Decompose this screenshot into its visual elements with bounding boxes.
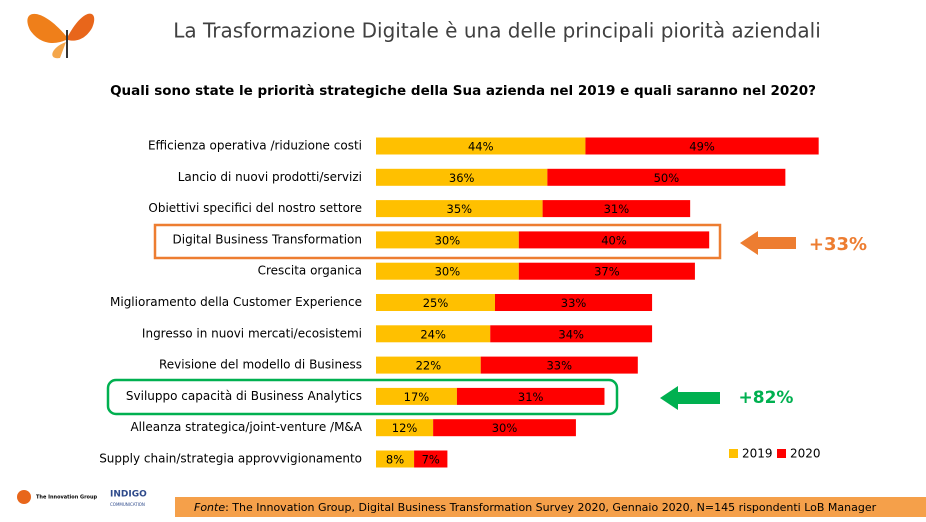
bar-segment: [414, 450, 448, 468]
bar-segment: [376, 168, 548, 186]
bar-segment: [376, 262, 519, 280]
bar-segment: [376, 294, 495, 311]
bar-segment: [585, 137, 819, 155]
category-label: Miglioramento della Customer Experience: [110, 295, 362, 309]
category-label: Alleanza strategica/joint-venture /M&A: [130, 420, 362, 434]
highlight-box: [106, 378, 619, 416]
value-label: 7%: [422, 453, 440, 467]
footer-source: Fonte: The Innovation Group, Digital Bus…: [194, 501, 877, 514]
bar-segment: [376, 419, 434, 437]
category-label: Digital Business Transformation: [173, 232, 363, 246]
legend-swatch: [729, 449, 738, 458]
bar-segment: [495, 294, 653, 311]
bar-segment: [376, 325, 491, 343]
bar-segment: [518, 262, 695, 280]
bar-segment: [376, 231, 519, 249]
category-label: Lancio di nuovi prodotti/servizi: [178, 170, 362, 184]
value-label: 31%: [518, 390, 544, 404]
logo-text: INDIGO: [110, 490, 147, 500]
source-text: : The Innovation Group, Digital Business…: [225, 501, 876, 514]
chart-title: Quali sono state le priorità strategiche…: [110, 83, 816, 99]
arrow: [660, 386, 720, 410]
annotation: +82%: [739, 388, 794, 408]
bar-segment: [376, 137, 586, 155]
category-label: Obiettivi specifici del nostro settore: [148, 201, 362, 215]
value-label: 8%: [386, 453, 404, 467]
value-label: 25%: [423, 296, 449, 310]
value-label: 44%: [468, 140, 494, 154]
slide-title: La Trasformazione Digitale è una delle p…: [173, 19, 821, 43]
bar-segment: [433, 419, 576, 437]
bar-segment: [542, 200, 691, 218]
footer-bar: [175, 497, 926, 517]
value-label: 31%: [604, 202, 630, 216]
category-label: Crescita organica: [258, 264, 362, 278]
value-label: 30%: [435, 265, 461, 279]
category-label: Sviluppo capacità di Business Analytics: [126, 389, 362, 403]
value-label: 40%: [601, 233, 627, 247]
value-label: 37%: [594, 265, 620, 279]
arrow: [740, 231, 796, 255]
category-label: Ingresso in nuovi mercati/ecosistemi: [142, 326, 362, 340]
bar-segment: [518, 231, 710, 249]
value-label: 30%: [492, 421, 518, 435]
bar-segment: [547, 168, 786, 186]
value-label: 36%: [449, 171, 475, 185]
category-label: Supply chain/strategia approvvigionament…: [99, 452, 362, 466]
value-label: 34%: [558, 327, 584, 341]
category-label: Revisione del modello di Business: [159, 358, 362, 372]
value-label: 50%: [654, 171, 680, 185]
value-label: 30%: [435, 233, 461, 247]
value-label: 17%: [404, 390, 430, 404]
bar-segment: [490, 325, 653, 343]
bar-segment: [376, 450, 415, 468]
value-label: 12%: [392, 421, 418, 435]
highlight-box: [153, 223, 722, 260]
logo-text: COMMUNICATION: [110, 502, 145, 507]
source-label: Fonte: [194, 501, 225, 514]
annotation: +33%: [809, 234, 867, 255]
value-label: 33%: [546, 359, 572, 373]
value-label: 24%: [420, 327, 446, 341]
value-label: 33%: [561, 296, 587, 310]
bar-segment: [480, 356, 638, 374]
logo-text: The Innovation Group: [36, 495, 98, 501]
value-label: 49%: [689, 140, 715, 154]
legend-label: 2019: [742, 447, 773, 461]
category-label: Efficienza operativa /riduzione costi: [148, 139, 362, 153]
bar-segment: [456, 387, 605, 405]
legend-swatch: [777, 449, 786, 458]
bar-segment: [376, 200, 543, 218]
butterfly-logo: [27, 13, 95, 59]
logo-mark: [17, 490, 31, 504]
legend-label: 2020: [790, 447, 821, 461]
bar-segment: [376, 356, 481, 374]
value-label: 35%: [447, 202, 473, 216]
value-label: 22%: [416, 359, 442, 373]
bar-segment: [376, 387, 457, 405]
